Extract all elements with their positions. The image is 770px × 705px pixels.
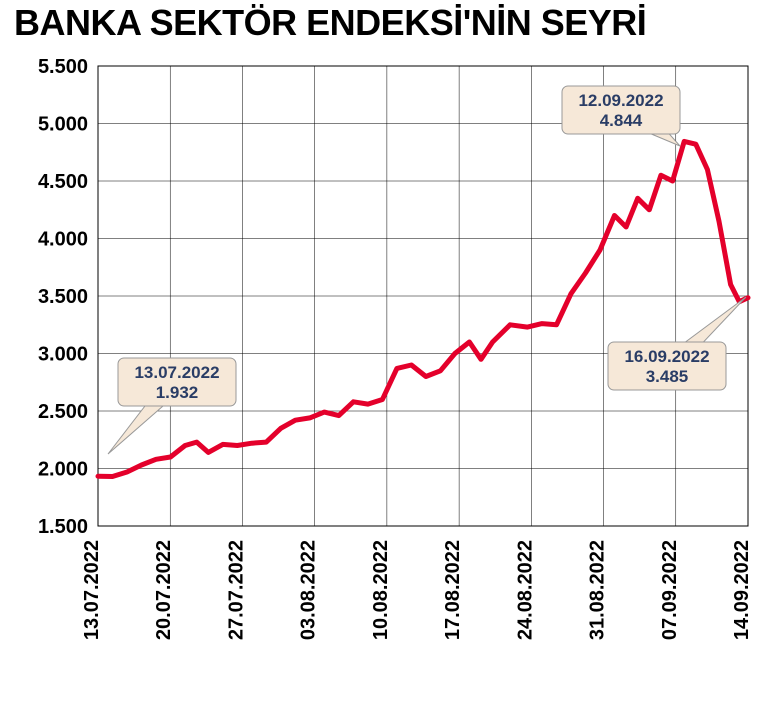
y-tick-label: 4.000 — [38, 229, 88, 251]
chart-title: BANKA SEKTÖR ENDEKSİ'NİN SEYRİ — [0, 0, 770, 44]
x-tick-label: 13.07.2022 — [81, 540, 103, 640]
callout-value: 4.844 — [600, 111, 643, 130]
callout-value: 1.932 — [156, 383, 199, 402]
callout-value: 3.485 — [646, 367, 689, 386]
y-tick-label: 2.000 — [38, 459, 88, 481]
chart-container: 1.500 2.000 2.500 3.000 3.500 4.000 4.500 5.000… — [0, 46, 770, 705]
x-tick-label: 17.08.2022 — [442, 540, 464, 640]
callout-date: 13.07.2022 — [134, 363, 219, 382]
x-tick-label: 10.08.2022 — [370, 540, 392, 640]
y-tick-label: 3.000 — [38, 344, 88, 366]
y-tick-label: 5.000 — [38, 114, 88, 136]
x-tick-label: 27.07.2022 — [225, 540, 247, 640]
y-tick-label: 1.500 — [38, 516, 88, 538]
x-tick-label: 20.07.2022 — [153, 540, 175, 640]
x-tick-label: 07.09.2022 — [659, 540, 681, 640]
y-tick-label: 3.500 — [38, 286, 88, 308]
y-tick-label: 2.500 — [38, 401, 88, 423]
y-tick-label: 5.500 — [38, 56, 88, 78]
y-tick-label: 4.500 — [38, 171, 88, 193]
callout-date: 12.09.2022 — [578, 91, 663, 110]
x-tick-label: 14.09.2022 — [731, 540, 753, 640]
x-tick-label: 03.08.2022 — [298, 540, 320, 640]
x-tick-label: 24.08.2022 — [514, 540, 536, 640]
x-tick-label: 31.08.2022 — [587, 540, 609, 640]
callout-date: 16.09.2022 — [624, 347, 709, 366]
chart-svg: 1.500 2.000 2.500 3.000 3.500 4.000 4.500 5.000… — [0, 46, 770, 705]
